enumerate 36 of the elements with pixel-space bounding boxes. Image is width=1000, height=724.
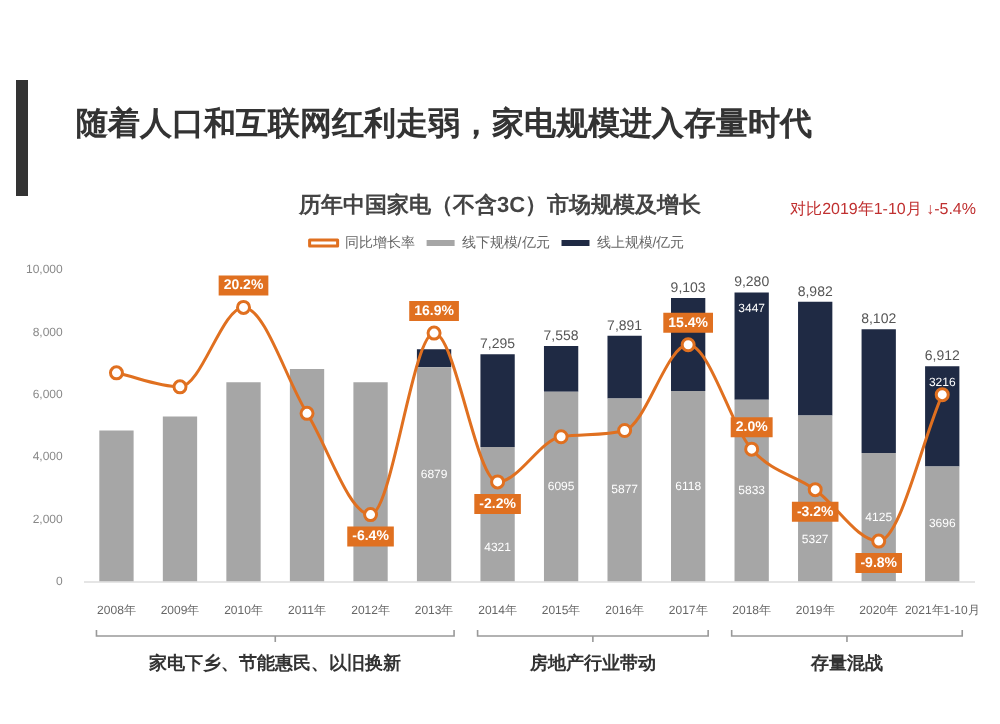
bar [99, 430, 134, 582]
bar [416, 367, 452, 582]
point [744, 441, 760, 457]
bar [543, 391, 579, 582]
bar [861, 329, 896, 454]
bar [543, 346, 579, 392]
text: 对比2019年1-10月 ↓-5.4% [790, 198, 976, 220]
point [108, 365, 124, 381]
point [172, 379, 188, 395]
text: 房地产行业带动 [527, 652, 656, 673]
point [553, 429, 569, 445]
point [617, 422, 633, 438]
bar [607, 398, 642, 582]
bar [798, 301, 833, 416]
point [236, 299, 252, 315]
point [934, 387, 950, 403]
bar [734, 292, 769, 400]
point [807, 482, 823, 498]
point [426, 325, 442, 341]
bar [289, 369, 325, 582]
point [871, 533, 887, 549]
chart-subtitle: 历年中国家电（不含3C）市场规模及增长 [298, 194, 702, 218]
bar [226, 382, 261, 582]
point [490, 474, 506, 490]
bar [480, 354, 515, 447]
bar [671, 390, 706, 582]
chart-title: 随着人口和互联网红利走弱，家电规模进入存量时代 [76, 104, 812, 146]
bar [925, 466, 960, 582]
text: 存量混战 [808, 652, 883, 673]
point [299, 405, 315, 421]
bar [607, 335, 642, 399]
bar [162, 416, 198, 582]
point [680, 337, 696, 353]
point [363, 507, 379, 523]
bar [925, 366, 960, 467]
text: 家电下乡、节能惠民、以旧换新 [147, 652, 402, 673]
